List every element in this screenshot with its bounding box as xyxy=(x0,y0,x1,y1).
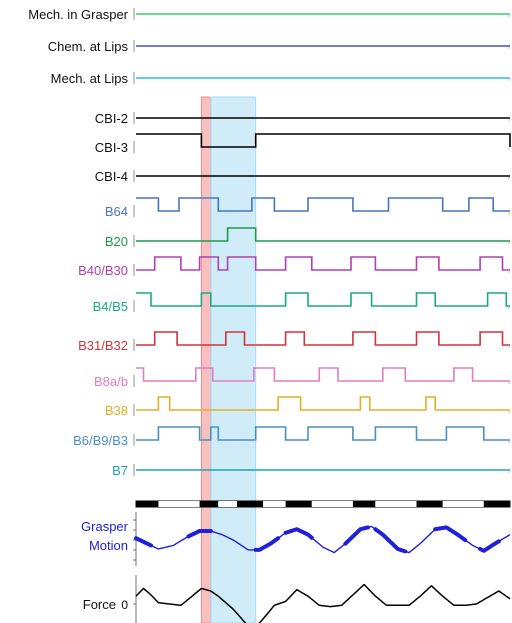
phase-bar-segment-5 xyxy=(236,501,264,507)
row-trace-b31-b32 xyxy=(136,331,510,346)
grasper-motion-thick-segment-8 xyxy=(478,539,501,553)
row-label-mech-at-lips: Mech. at Lips xyxy=(51,71,129,86)
phase-bar-segment-11 xyxy=(416,501,443,507)
phase-bar-segment-3 xyxy=(199,501,219,507)
row-trace-cbi-3 xyxy=(136,133,511,148)
row-label-b7: B7 xyxy=(112,463,128,478)
row-label-b8a-b: B8a/b xyxy=(94,374,128,389)
grasper-motion-thick-segment-1 xyxy=(134,536,153,548)
phase-bar-segment-6 xyxy=(263,501,286,507)
phase-bar-segment-1 xyxy=(136,501,159,507)
grasper-motion-thick-segment-2 xyxy=(186,529,213,539)
row-b7: B7 xyxy=(112,463,510,478)
row-label-b6-b9-b3: B6/B9/B3 xyxy=(73,433,128,448)
row-label-cbi-2: CBI-2 xyxy=(95,111,128,126)
phase-bar-segment-12 xyxy=(442,501,484,507)
row-trace-b64 xyxy=(136,197,510,212)
row-label-cbi-3: CBI-3 xyxy=(95,140,128,155)
force-line xyxy=(135,583,511,623)
highlight-regions xyxy=(200,96,257,623)
row-trace-b20 xyxy=(136,227,510,242)
grasper-motion-panel: Grasper Motion xyxy=(81,512,511,566)
grasper-label-line1: Grasper xyxy=(81,519,129,534)
row-b20: B20 xyxy=(105,227,510,249)
row-b64: B64 xyxy=(105,197,510,219)
row-label-chem-at-lips: Chem. at Lips xyxy=(48,39,129,54)
row-trace-b38 xyxy=(136,396,510,411)
grasper-motion-thick-segment-7 xyxy=(433,525,468,542)
row-b31-b32: B31/B32 xyxy=(78,331,510,353)
highlight-region-blue-window xyxy=(210,96,257,623)
row-mech-at-lips: Mech. at Lips xyxy=(51,71,510,86)
phase-bar-segment-8 xyxy=(311,501,353,507)
row-b6-b9-b3: B6/B9/B3 xyxy=(73,426,510,448)
row-b40-b30: B40/B30 xyxy=(78,256,510,278)
row-label-b40-b30: B40/B30 xyxy=(78,263,128,278)
row-label-mech-in-grasper: Mech. in Grasper xyxy=(28,7,128,22)
row-cbi-3: CBI-3 xyxy=(95,133,511,155)
row-mech-in-grasper: Mech. in Grasper xyxy=(28,7,510,22)
row-cbi-4: CBI-4 xyxy=(95,169,510,184)
grasper-motion-thick-segment-5 xyxy=(343,525,370,546)
row-cbi-2: CBI-2 xyxy=(95,111,510,126)
phase-bar-segment-2 xyxy=(158,501,200,507)
row-label-b38: B38 xyxy=(105,403,128,418)
row-label-b4-b5: B4/B5 xyxy=(93,299,128,314)
force-label: Force xyxy=(83,597,116,612)
row-b4-b5: B4/B5 xyxy=(93,292,510,314)
row-trace-b6-b9-b3 xyxy=(136,426,510,441)
row-chem-at-lips: Chem. at Lips xyxy=(48,39,510,54)
phase-bar-segment-4 xyxy=(218,501,237,507)
row-b8a-b: B8a/b xyxy=(94,367,510,389)
row-label-b64: B64 xyxy=(105,204,128,219)
phase-bar-segment-7 xyxy=(285,501,312,507)
row-label-cbi-4: CBI-4 xyxy=(95,169,128,184)
phase-bar-segment-9 xyxy=(352,501,376,507)
grasper-label-line2: Motion xyxy=(89,538,128,553)
phase-bar xyxy=(135,500,511,508)
phase-bar-segment-10 xyxy=(375,501,417,507)
grasper-motion-thick-segment-4 xyxy=(283,527,314,540)
row-label-b20: B20 xyxy=(105,234,128,249)
row-b38: B38 xyxy=(105,396,510,418)
row-label-b31-b32: B31/B32 xyxy=(78,338,128,353)
row-trace-b8a-b xyxy=(136,367,510,382)
row-trace-b40-b30 xyxy=(136,256,510,271)
neuron-raster: Mech. in Grasper Chem. at Lips Mech. at Li… xyxy=(28,7,511,478)
row-trace-b4-b5 xyxy=(136,292,510,307)
grasper-motion-thick-segment-3 xyxy=(253,536,281,552)
grasper-motion-thick-segment-6 xyxy=(373,527,408,554)
force-zero-tick: 0 xyxy=(121,598,128,612)
force-panel: Force 0 xyxy=(83,575,511,623)
phase-bar-segment-13 xyxy=(483,501,510,507)
